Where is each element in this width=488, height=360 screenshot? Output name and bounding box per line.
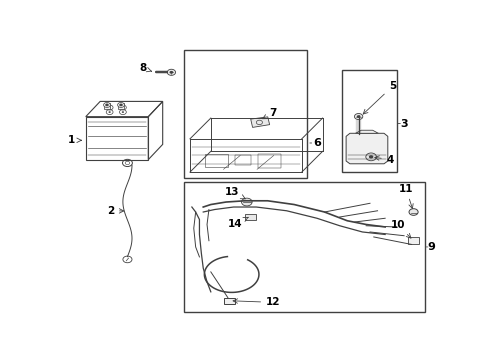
Text: 3: 3 <box>400 118 407 129</box>
Circle shape <box>368 155 373 158</box>
Circle shape <box>356 115 360 118</box>
Text: 6: 6 <box>312 138 320 148</box>
Text: 8: 8 <box>139 63 151 73</box>
Polygon shape <box>250 117 269 127</box>
Circle shape <box>167 69 175 75</box>
Polygon shape <box>355 130 378 133</box>
Text: 12: 12 <box>233 297 280 307</box>
Text: 7: 7 <box>262 108 277 119</box>
Bar <box>184 50 307 177</box>
Circle shape <box>122 107 124 108</box>
Circle shape <box>365 153 376 161</box>
Circle shape <box>408 209 417 215</box>
Text: 9: 9 <box>427 242 435 252</box>
Circle shape <box>241 198 252 206</box>
Bar <box>244 214 256 220</box>
Text: 14: 14 <box>228 217 247 229</box>
Text: 11: 11 <box>398 184 412 208</box>
Bar <box>117 103 124 109</box>
Text: 1: 1 <box>68 135 81 145</box>
Circle shape <box>169 71 173 74</box>
Bar <box>103 103 110 109</box>
Circle shape <box>103 103 110 107</box>
Text: 10: 10 <box>389 220 410 238</box>
Circle shape <box>354 113 362 120</box>
Circle shape <box>256 120 262 125</box>
Text: 5: 5 <box>363 81 396 114</box>
Circle shape <box>122 111 124 113</box>
Bar <box>407 237 418 244</box>
Bar <box>184 182 424 312</box>
Circle shape <box>119 104 122 106</box>
Text: 13: 13 <box>224 186 245 199</box>
Bar <box>341 69 396 172</box>
Text: 2: 2 <box>106 206 123 216</box>
Bar <box>224 298 234 304</box>
Polygon shape <box>346 133 387 164</box>
Text: 4: 4 <box>374 155 393 165</box>
Circle shape <box>108 107 111 108</box>
Circle shape <box>105 104 108 106</box>
Circle shape <box>108 111 111 113</box>
Circle shape <box>117 103 124 107</box>
